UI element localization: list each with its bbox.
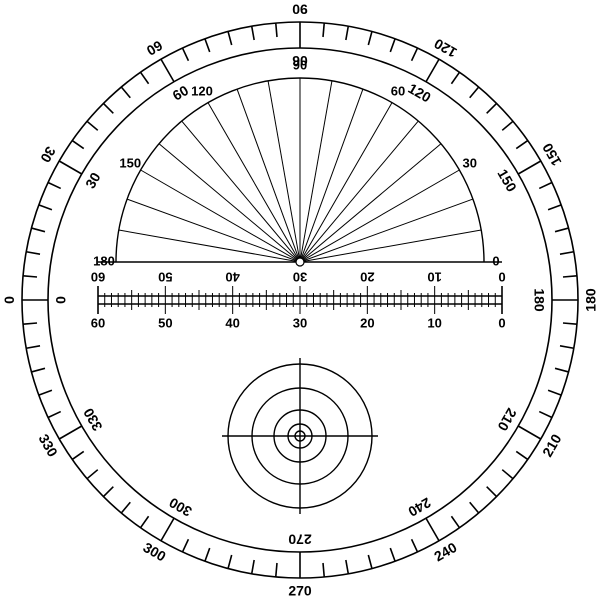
ruler-label-top: 40 (225, 270, 239, 285)
ruler-label-bottom: 30 (293, 315, 307, 330)
dial-label-outer: 90 (292, 1, 308, 17)
dial-label-outer: 270 (288, 583, 312, 599)
protractor-label: 120 (191, 84, 213, 99)
dial-label-outer: 0 (1, 296, 17, 304)
dial-label-outer: 180 (583, 288, 599, 312)
ruler-label-bottom: 20 (360, 315, 374, 330)
dial-label-inner: 180 (531, 288, 547, 312)
ruler-label-bottom: 0 (498, 315, 505, 330)
ruler-label-top: 50 (158, 270, 172, 285)
ruler-label-bottom: 50 (158, 315, 172, 330)
protractor-label: 180 (93, 253, 115, 268)
ruler-label-bottom: 10 (427, 315, 441, 330)
ruler-label-bottom: 40 (225, 315, 239, 330)
reticle-diagram: 0030306060909012012015015018018021021024… (0, 0, 600, 600)
ruler-label-top: 0 (498, 270, 505, 285)
ruler-label-bottom: 60 (91, 315, 105, 330)
ruler-label-top: 10 (427, 270, 441, 285)
ruler-label-top: 20 (360, 270, 374, 285)
dial-label-inner: 270 (288, 531, 312, 547)
ruler-label-top: 60 (91, 270, 105, 285)
dial-label-inner: 0 (53, 296, 69, 304)
protractor-label: 90 (293, 57, 307, 72)
ruler-label-top: 30 (293, 270, 307, 285)
protractor-label: 0 (492, 253, 499, 268)
protractor-label: 30 (463, 155, 477, 170)
protractor-label: 60 (391, 84, 405, 99)
protractor-label: 150 (119, 155, 141, 170)
